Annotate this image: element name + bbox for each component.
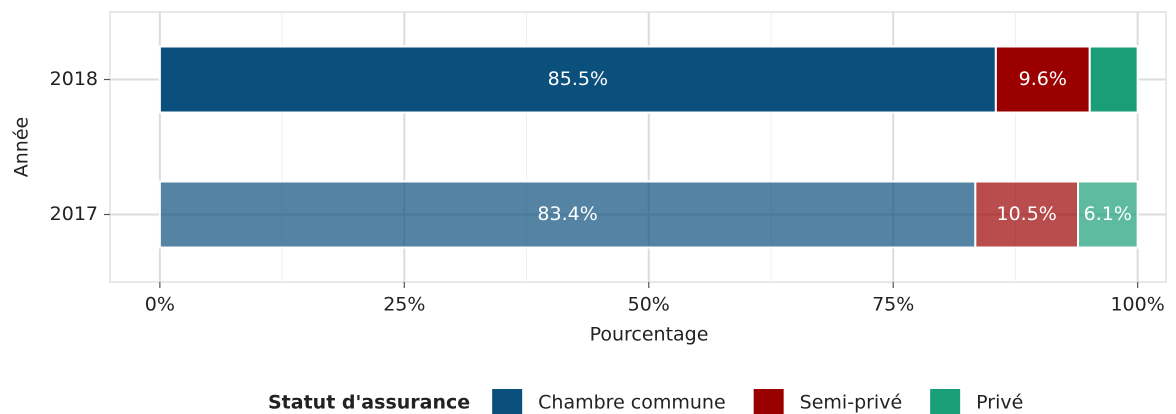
- legend-key: [930, 389, 961, 414]
- y-tick-label: 2018: [50, 68, 98, 90]
- x-axis-label: Pourcentage: [590, 324, 709, 346]
- legend-title: Statut d'assurance: [268, 392, 470, 414]
- x-tick-label: 75%: [872, 294, 914, 316]
- x-tick-label: 50%: [628, 294, 670, 316]
- x-tick-label: 25%: [383, 294, 425, 316]
- bar-segment: [1077, 180, 1139, 249]
- data-label: 83.4%: [537, 203, 597, 225]
- data-label: 9.6%: [1019, 68, 1067, 90]
- data-label: 85.5%: [548, 68, 608, 90]
- legend-key: [753, 389, 784, 414]
- y-axis-label: Année: [11, 117, 33, 177]
- data-label: 10.5%: [996, 203, 1056, 225]
- x-tick-label: 0%: [145, 294, 175, 316]
- legend-key: [492, 389, 523, 414]
- y-tick-label: 2017: [50, 203, 98, 225]
- x-tick-label: 100%: [1110, 294, 1164, 316]
- bar-segment: [158, 45, 997, 114]
- legend-label: Semi-privé: [800, 392, 902, 414]
- legend-label: Chambre commune: [538, 392, 726, 414]
- bar-segment: [1088, 45, 1139, 114]
- data-label: 6.1%: [1084, 203, 1132, 225]
- legend-label: Privé: [976, 392, 1023, 414]
- bar-segment: [158, 180, 977, 249]
